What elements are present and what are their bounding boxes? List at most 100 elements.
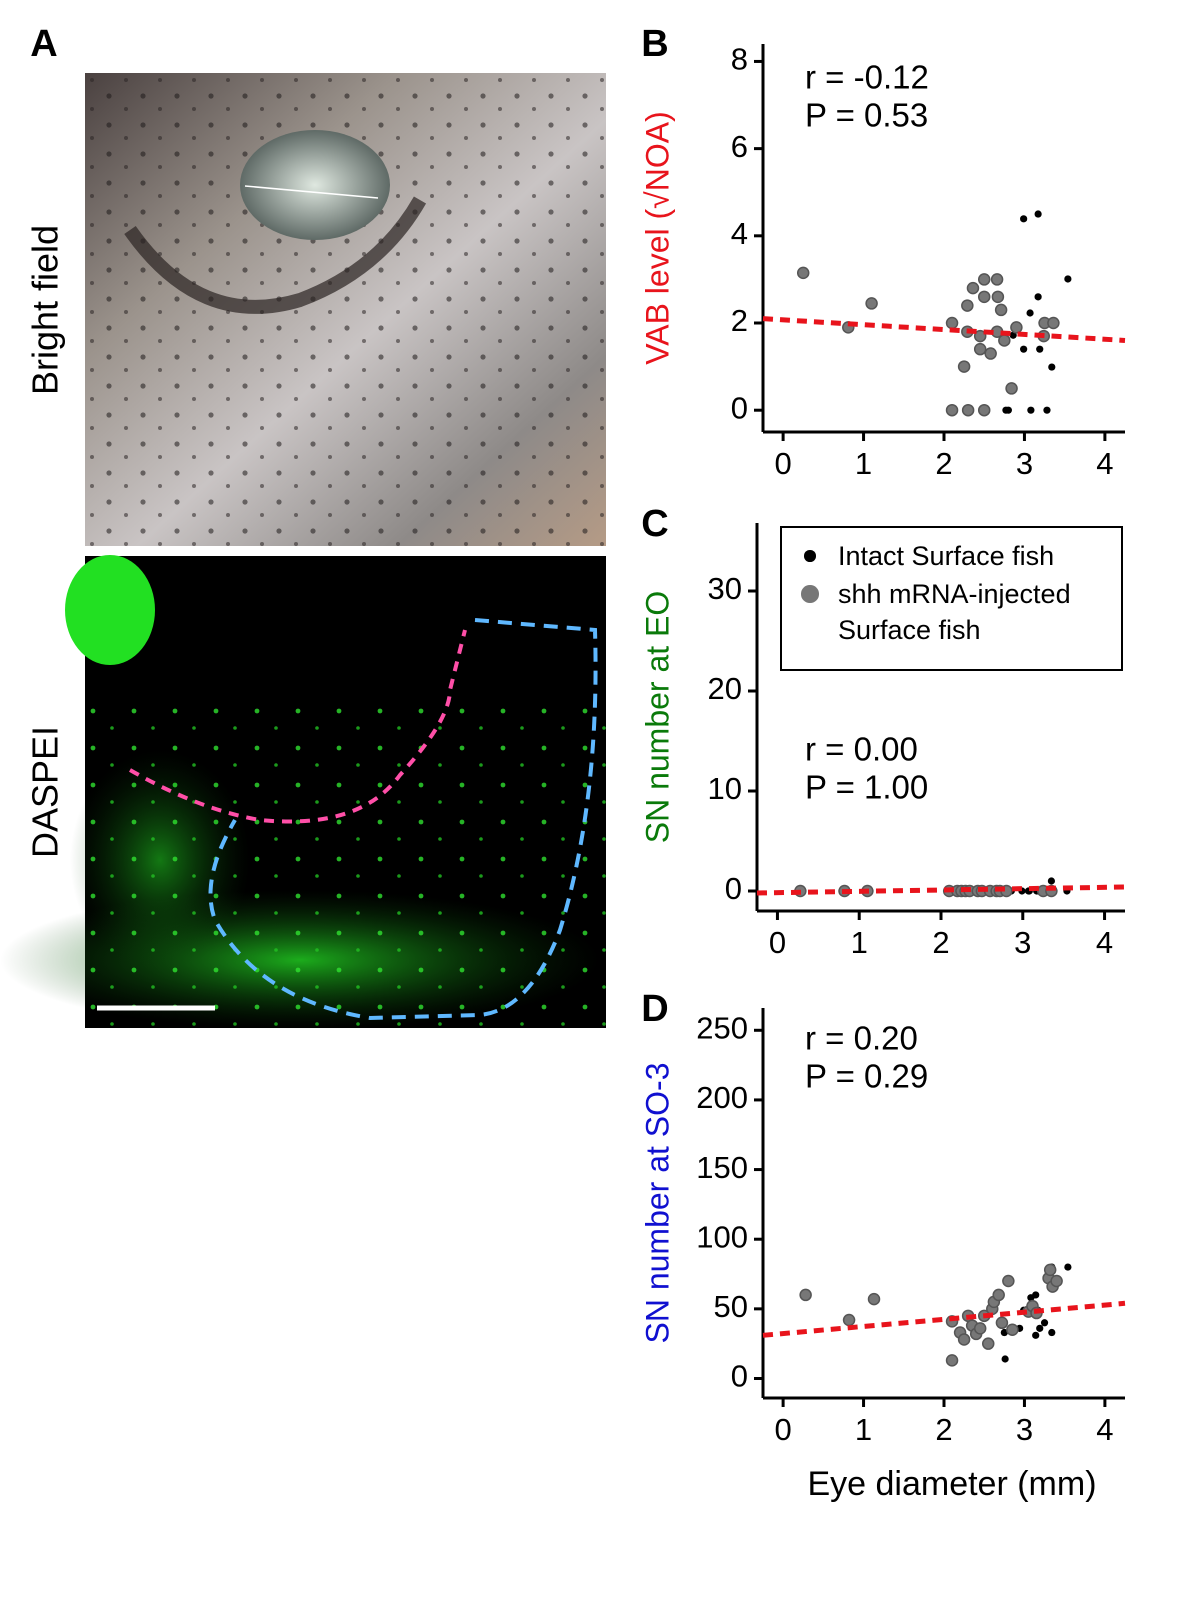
stat-annotation: r = 0.00 [805,731,918,768]
data-point [796,266,810,280]
data-point [977,290,991,304]
stat-annotation: P = 0.53 [805,97,928,134]
trend-line [762,1300,1126,1338]
data-point [1004,406,1012,414]
x-tick-label: 0 [774,1412,791,1447]
x-tick-label: 0 [769,925,786,960]
data-point [977,403,991,417]
daspei-image [0,555,606,1030]
data-point [957,360,971,373]
data-point [865,297,878,310]
y-tick-label: 0 [731,390,748,425]
x-tick-label: 1 [851,925,868,960]
data-point [966,281,980,295]
image-label: Bright field [25,225,66,395]
data-point [867,1292,881,1306]
data-point [1036,345,1044,353]
data-point [1034,293,1042,301]
trend-line [762,316,1126,343]
x-tick-label: 0 [774,446,791,481]
panel-letter: D [641,988,668,1030]
y-tick-label: 0 [731,1359,748,1394]
data-point [1026,309,1034,317]
trend-line [756,884,1126,896]
x-tick-label: 3 [1016,446,1033,481]
y-tick-label: 0 [725,871,742,906]
legend: Intact Surface fish shh mRNA-injected Sur… [780,526,1123,671]
y-tick-label: 30 [708,571,742,606]
data-point [842,1313,856,1327]
data-point [945,316,959,330]
x-tick-label: 2 [935,446,952,481]
data-point [961,299,974,312]
data-point [981,1337,995,1350]
panel-letter: B [641,23,668,65]
data-point [1010,321,1023,334]
y-tick-label: 50 [714,1289,748,1324]
data-point [1064,275,1072,283]
data-point [977,273,991,286]
data-point [1034,210,1042,218]
data-point [990,273,1004,286]
x-tick-label: 2 [932,925,949,960]
y-tick-label: 150 [696,1150,748,1185]
legend-label: Intact Surface fish [838,541,1055,571]
x-tick-label: 4 [1096,446,1113,481]
bright-field-image [85,73,606,546]
legend-marker [804,550,816,562]
y-axis-label: SN number at EO [639,591,675,844]
data-point [1032,1331,1040,1339]
data-point [973,1322,987,1335]
y-tick-label: 100 [696,1219,748,1254]
data-point [945,403,959,417]
data-point [1047,877,1055,885]
panel-letter: C [641,503,668,545]
data-point [1048,1328,1056,1337]
y-axis-label: VAB level (√NOA) [639,111,675,364]
data-point [1048,363,1056,371]
y-tick-label: 200 [696,1080,748,1115]
data-point [1020,345,1028,353]
data-point [1036,1324,1044,1332]
stat-annotation: r = 0.20 [805,1020,918,1057]
data-point [1000,1328,1008,1337]
y-tick-label: 8 [731,42,748,77]
data-point [992,1288,1005,1302]
y-tick-label: 6 [731,129,748,164]
y-tick-label: 2 [731,303,748,338]
x-tick-label: 4 [1096,1412,1113,1447]
data-point [995,1316,1009,1330]
data-point [1027,1294,1035,1302]
data-point [1027,406,1035,414]
stat-annotation: P = 1.00 [805,769,928,806]
data-point [973,329,987,343]
data-point [994,303,1008,317]
x-tick-label: 4 [1096,925,1113,960]
data-point [957,1333,971,1346]
data-point [1020,215,1028,223]
stat-annotation: r = -0.12 [805,59,929,96]
data-point [991,290,1005,304]
data-point [961,403,975,417]
data-point [998,334,1011,347]
data-point [799,1288,812,1302]
stat-annotation: P = 0.29 [805,1058,928,1095]
data-point [1005,382,1018,395]
y-tick-label: 10 [708,771,742,806]
data-point [984,347,997,360]
legend-label: shh mRNA-injected Surface fish [838,579,1071,645]
data-point [1001,1355,1009,1363]
x-tick-label: 1 [855,1412,872,1447]
x-axis-label: Eye diameter (mm) [807,1465,1096,1503]
y-tick-label: 20 [708,671,742,706]
x-tick-label: 2 [935,1412,952,1447]
image-label: DASPEI [25,726,66,858]
data-point [1043,1263,1057,1277]
data-point [1064,1263,1072,1271]
data-point [1040,1319,1049,1327]
data-point [1043,406,1051,414]
data-point [973,342,987,356]
x-tick-label: 1 [855,446,872,481]
